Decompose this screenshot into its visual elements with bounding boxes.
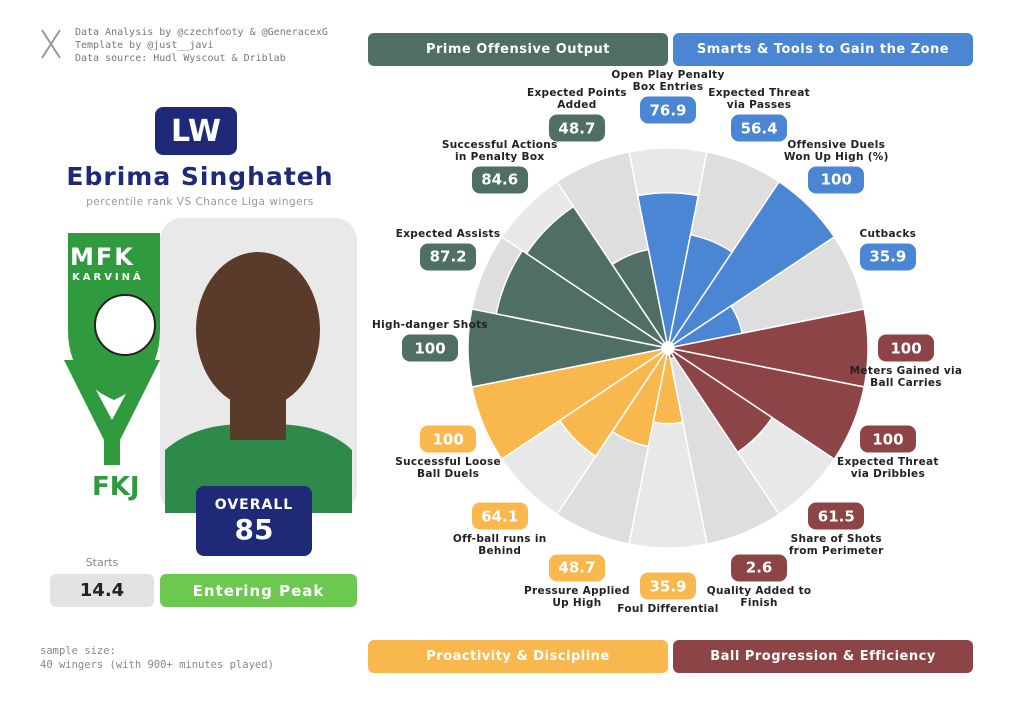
category-label: Expected Threat via Dribbles (837, 456, 939, 481)
category-label: Off-ball runs in Behind (452, 533, 547, 558)
value-label: 76.9 (640, 96, 696, 124)
legend-header: Ball Progression & Efficiency (673, 640, 973, 673)
sample-size: 40 wingers (with 900+ minutes played) (40, 659, 274, 671)
legend-header: Proactivity & Discipline (368, 640, 668, 673)
pizza-chart (467, 147, 869, 549)
category-label: Cutbacks (859, 227, 917, 240)
legend-header: Prime Offensive Output (368, 33, 668, 66)
value-label: 84.6 (471, 166, 528, 194)
wedge (611, 248, 668, 345)
value-label: 35.9 (859, 243, 916, 271)
wedge (525, 205, 666, 346)
wedge (670, 180, 836, 346)
value-label: 100 (808, 166, 865, 194)
category-label: Expected Points Added (526, 87, 627, 112)
overall-label: OVERALL (214, 496, 294, 513)
wedge (636, 192, 700, 343)
credit: Data source: Hudl Wyscout & Driblab (75, 53, 286, 64)
value-label: 100 (859, 425, 916, 453)
value-label: 87.2 (420, 243, 477, 271)
category-label: Pressure Applied Up High (524, 584, 630, 609)
status: Entering Peak (160, 574, 357, 607)
value-label: 100 (878, 334, 934, 362)
category-label: Offensive Duels Won Up High (%) (783, 138, 889, 163)
wedge (495, 249, 665, 348)
category-label: Successful Actions in Penalty Box (441, 138, 558, 163)
value-label: 100 (402, 334, 458, 362)
sample-size: sample size: (40, 645, 116, 657)
category-label: Quality Added to Finish (706, 584, 812, 609)
legend-header: Smarts & Tools to Gain the Zone (673, 33, 973, 66)
credit: Data Analysis by @czechfooty & @Generace… (75, 27, 328, 38)
credit: Template by @just__javi (75, 40, 214, 51)
logo-text: KARVINÁ (72, 272, 144, 283)
value-label: 56.4 (731, 114, 788, 142)
value-label: 61.5 (808, 502, 865, 530)
wedge (671, 348, 866, 461)
category-label: High-danger Shots (372, 319, 488, 331)
wedge (467, 308, 663, 388)
category-label: Successful Loose Ball Duels (395, 456, 501, 481)
x-icon (41, 29, 61, 59)
wedge (470, 348, 665, 461)
photo-neck (230, 395, 286, 440)
value-label: 64.1 (471, 502, 528, 530)
category-label: Open Play Penalty Box Entries (611, 69, 725, 93)
overall-value: 85 (234, 512, 274, 546)
starts-value: 14.4 (50, 574, 154, 607)
value-label: 35.9 (640, 572, 696, 600)
overall-box: OVERALL 85 (196, 486, 312, 556)
category-label: Expected Assists (395, 227, 501, 240)
value-label: 100 (420, 425, 477, 453)
player-name: Ebrima Singhateh (66, 162, 334, 191)
logo-text: MFK (70, 243, 135, 271)
starts-label: Starts (85, 556, 119, 569)
subtitle: percentile rank VS Chance Liga wingers (86, 196, 314, 208)
category-label: Expected Threat via Passes (708, 87, 810, 112)
value-label: 48.7 (548, 114, 605, 142)
logo-text: FKJ (92, 472, 140, 502)
category-label: Share of Shots from Perimeter (788, 533, 884, 558)
category-label: Meters Gained via Ball Carries (849, 365, 963, 389)
category-label: Foul Differential (617, 603, 719, 615)
wedge (673, 308, 869, 388)
value-label: 2.6 (731, 554, 788, 582)
wedge (670, 350, 774, 454)
value-label: 48.7 (548, 554, 605, 582)
logo-ball (94, 294, 156, 356)
photo-head (196, 252, 320, 408)
position-badge: LW (155, 107, 237, 155)
logo-mark (64, 360, 160, 465)
